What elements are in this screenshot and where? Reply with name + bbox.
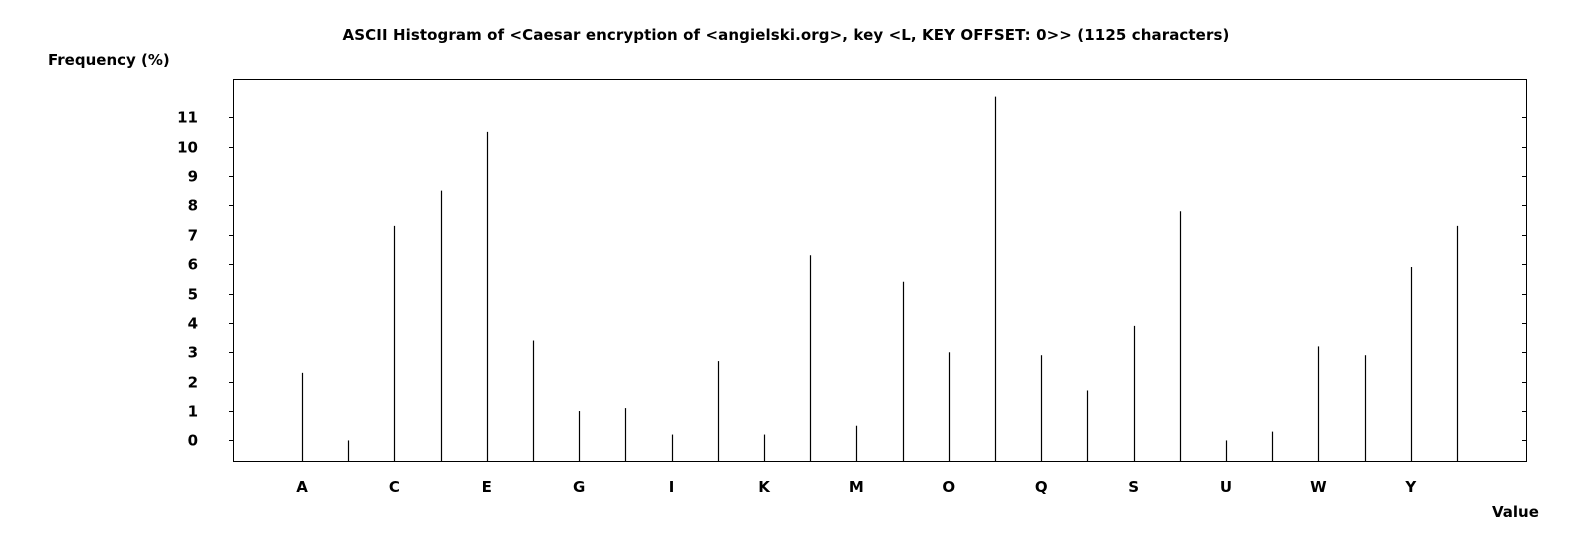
y-tick-label: 2 [188,374,198,392]
x-axis-label: Value [1492,503,1539,521]
y-tick-label: 1 [188,403,198,421]
x-tick-label: U [1220,478,1232,496]
y-tick-label: 6 [188,256,198,274]
y-axis-ticks: 0 1 2 3 4 5 6 7 8 9 10 11 [177,109,1526,450]
x-tick-label: O [942,478,955,496]
x-tick-label: A [296,478,308,496]
y-tick-label: 9 [188,168,198,186]
chart-title: ASCII Histogram of <Caesar encryption of… [342,26,1230,44]
x-tick-label: Q [1035,478,1048,496]
x-tick-label: K [758,478,771,496]
x-tick-label: C [389,478,400,496]
y-tick-label: 3 [188,344,198,362]
y-tick-label: 11 [177,109,198,127]
x-tick-label: G [573,478,585,496]
x-tick-label: W [1310,478,1327,496]
y-tick-label: 5 [188,286,198,304]
y-tick-label: 4 [188,315,198,333]
y-tick-label: 7 [188,227,198,245]
x-tick-label: M [849,478,864,496]
x-tick-label: I [669,478,675,496]
x-tick-label: Y [1404,478,1417,496]
y-axis-label: Frequency (%) [48,51,170,69]
y-tick-label: 10 [177,139,198,157]
x-tick-label: E [482,478,492,496]
y-tick-label: 8 [188,197,198,215]
histogram-bars [301,96,1459,461]
x-tick-label: S [1128,478,1139,496]
y-tick-label: 0 [188,432,198,450]
plot-frame [233,79,1527,462]
